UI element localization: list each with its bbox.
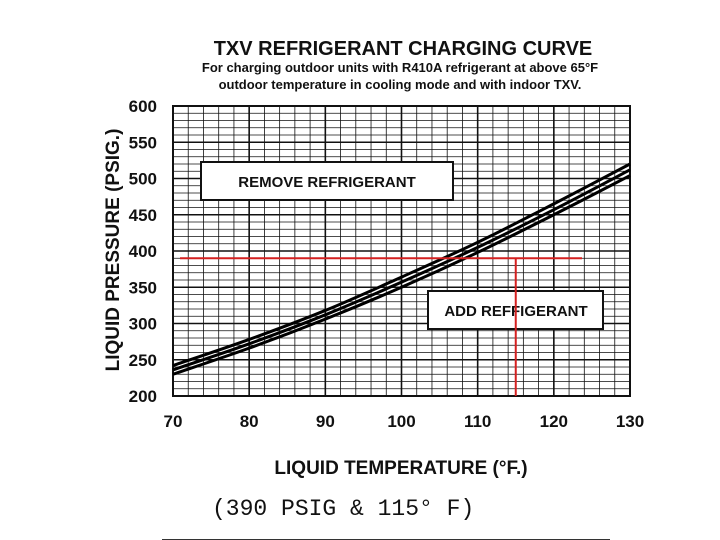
remove-refrigerant-box: REMOVE REFRIGERANT [200,161,454,201]
y-tick-label: 550 [129,133,157,152]
remove-box-frame [200,161,454,201]
x-tick-label: 70 [164,412,183,431]
plot-frame [172,105,631,397]
curve-upper [172,162,631,367]
x-tick-label: 100 [387,412,415,431]
y-axis-label: LIQUID PRESSURE (PSIG.) [103,129,124,372]
x-tick-label: 130 [616,412,644,431]
x-tick-label: 120 [540,412,568,431]
y-tick-label: 500 [129,170,157,189]
curve-lower [172,174,631,376]
y-tick-label: 200 [129,387,157,406]
remove-refrigerant-label: REMOVE REFRIGERANT [238,174,416,191]
chart-title: TXV REFRIGERANT CHARGING CURVE [214,38,593,60]
y-tick-labels: 200 250 300 350 400 450 500 550 600 [129,97,157,406]
chart-grid [172,105,631,397]
x-tick-label: 80 [240,412,259,431]
x-tick-label: 90 [316,412,335,431]
charging-curve-chart: TXV REFRIGERANT CHARGING CURVE For charg… [103,38,645,479]
y-tick-label: 350 [129,278,157,297]
reading-markers [180,257,582,396]
y-tick-label: 300 [129,315,157,334]
curve-middle [172,168,631,372]
reading-caption: (390 PSIG & 115° F) [160,496,620,522]
chart-subtitle-line2: outdoor temperature in cooling mode and … [219,77,582,92]
caption-text: (390 PSIG & 115° F) [212,496,475,522]
x-tick-label: 110 [464,412,491,431]
y-tick-label: 250 [129,351,157,370]
y-tick-label: 600 [129,97,157,116]
x-axis-label: LIQUID TEMPERATURE (°F.) [274,458,527,479]
charging-curves [172,162,631,376]
y-tick-label: 400 [129,242,157,261]
chart-subtitle-line1: For charging outdoor units with R410A re… [202,60,598,75]
y-tick-label: 450 [129,206,157,225]
x-tick-labels: 70 80 90 100 110 120 130 [164,412,645,431]
